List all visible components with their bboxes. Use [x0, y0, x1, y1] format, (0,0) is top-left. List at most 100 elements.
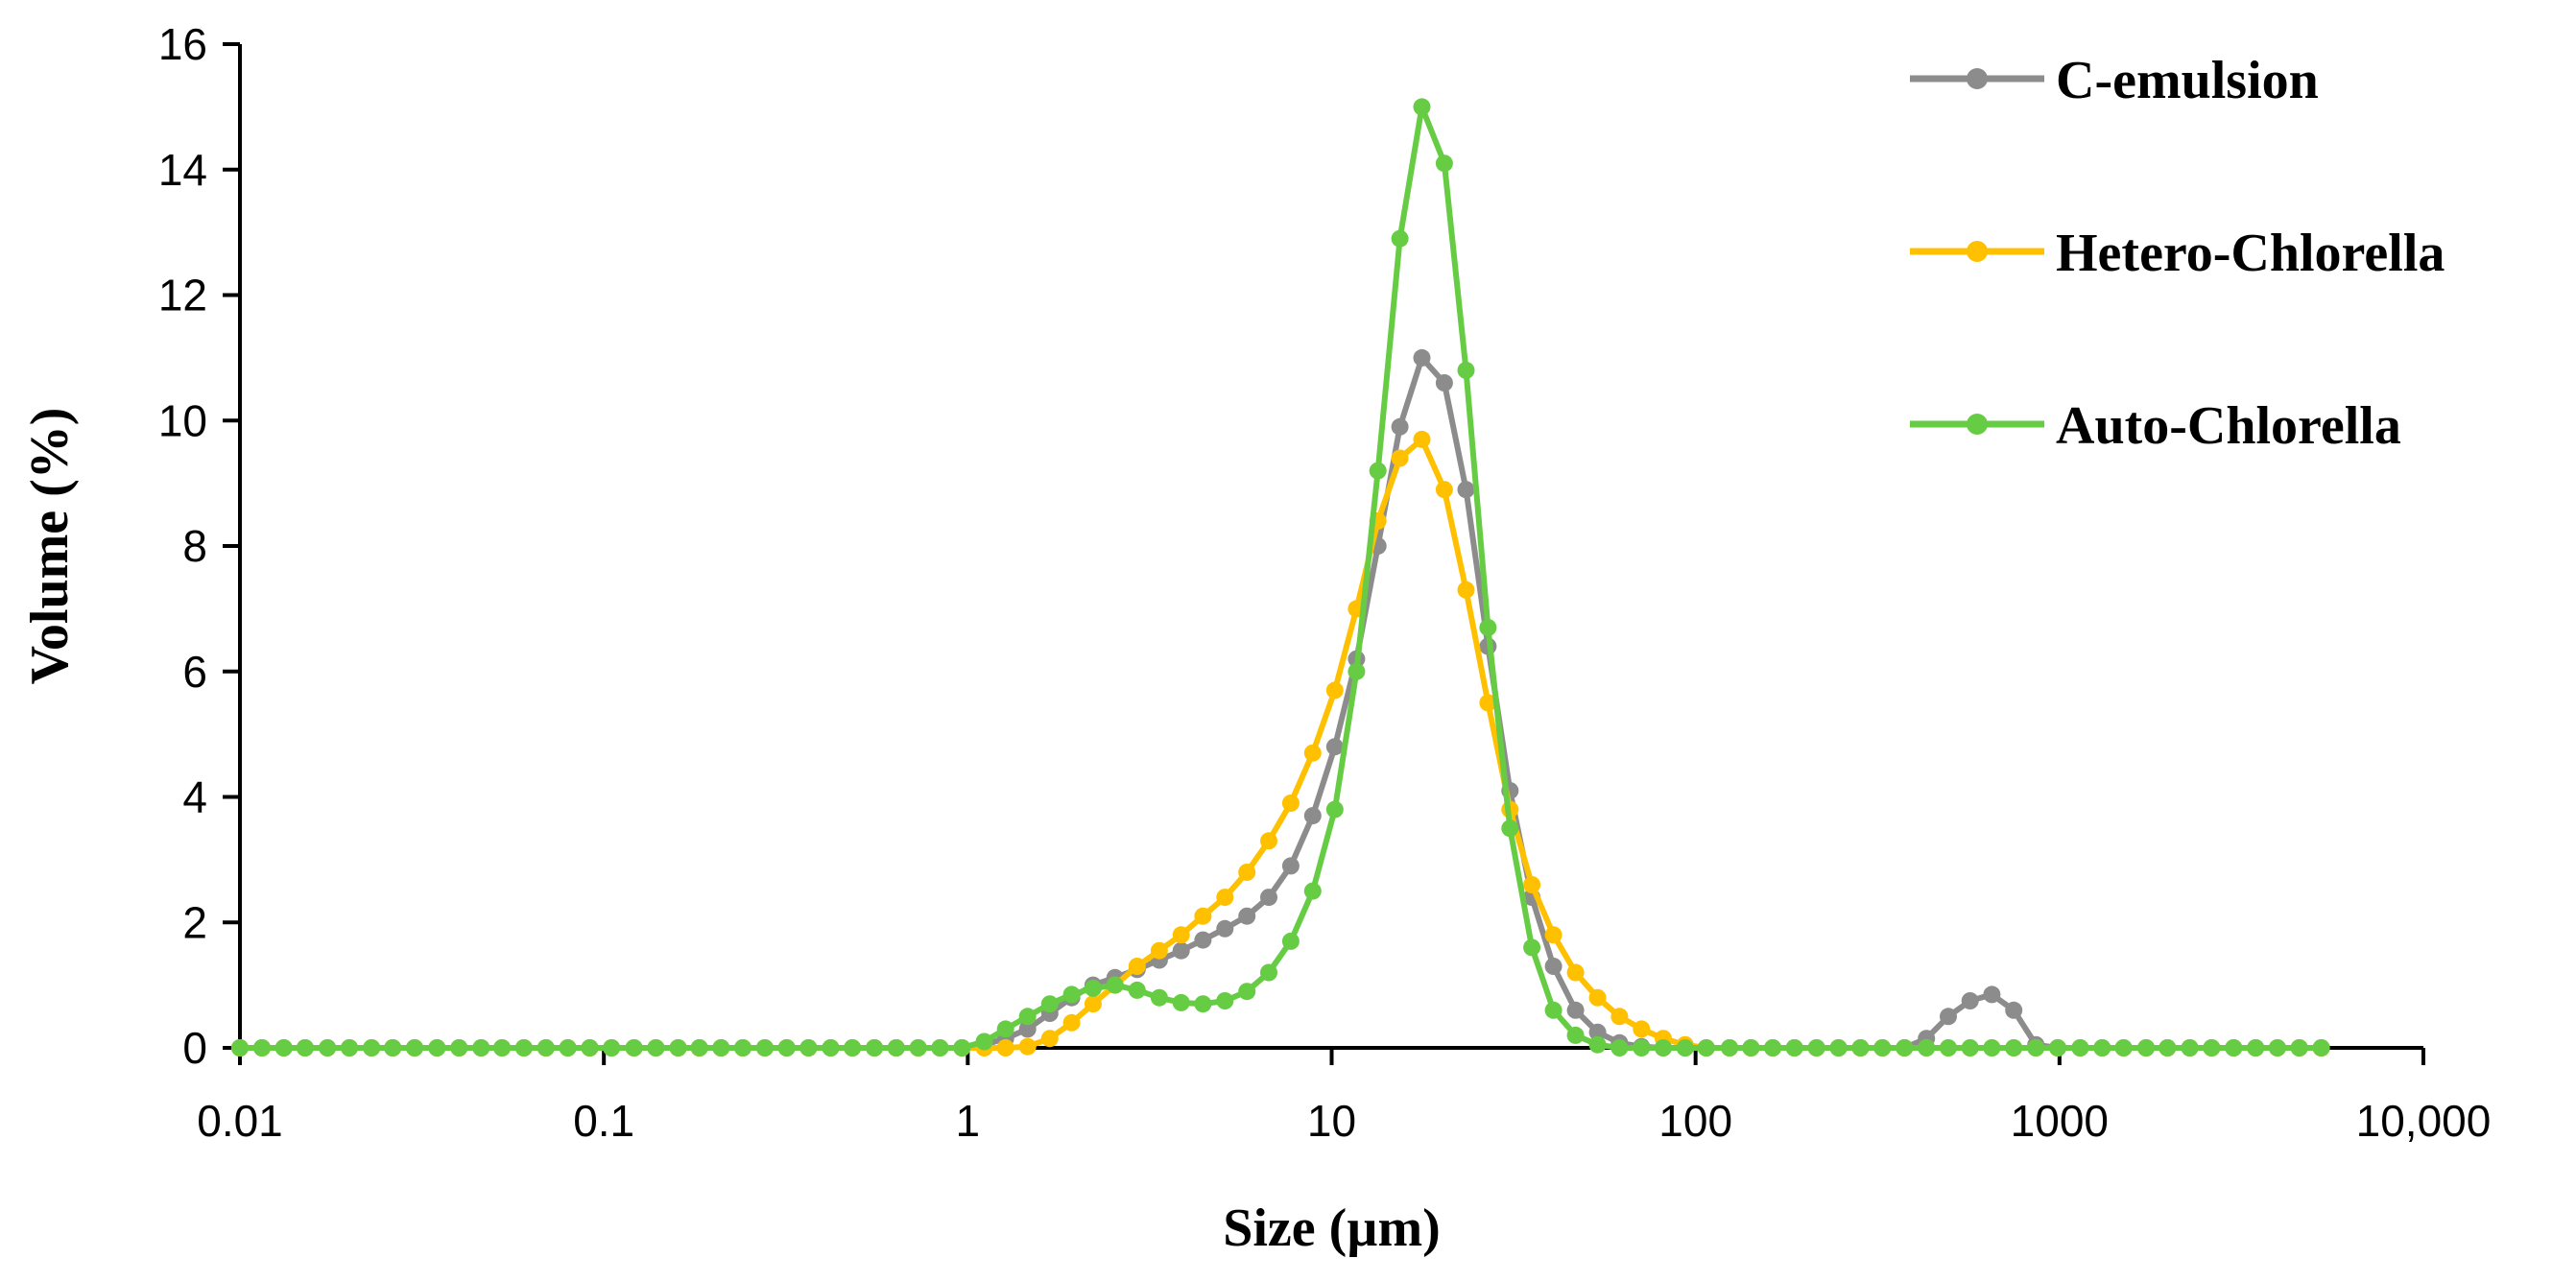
- data-point: [1391, 229, 1409, 248]
- data-point: [1216, 992, 1234, 1009]
- data-point: [2203, 1039, 2221, 1056]
- y-tick-label: 16: [158, 19, 207, 69]
- legend-label: C-emulsion: [2056, 51, 2319, 110]
- data-point: [2049, 1039, 2066, 1056]
- y-tick-label: 8: [182, 521, 207, 571]
- data-point: [1588, 1035, 1607, 1054]
- data-point: [1084, 995, 1102, 1013]
- data-point: [1566, 963, 1585, 982]
- data-point: [1325, 681, 1344, 700]
- data-point: [822, 1039, 840, 1056]
- data-point: [1281, 795, 1300, 812]
- data-point: [1742, 1039, 1760, 1056]
- data-point: [363, 1039, 381, 1056]
- data-point: [931, 1039, 949, 1056]
- data-point: [1961, 992, 1979, 1009]
- data-point: [1260, 832, 1277, 850]
- x-axis-title: Size (µm): [1223, 1199, 1441, 1258]
- data-point: [1018, 1008, 1037, 1026]
- legend: C-emulsion Hetero-Chlorella Auto-Chlorella: [1910, 51, 2445, 456]
- data-point: [1610, 1039, 1629, 1056]
- data-point: [559, 1039, 577, 1056]
- y-tick-label: 0: [182, 1023, 207, 1073]
- data-point: [2005, 1039, 2023, 1056]
- data-point: [1983, 1039, 2001, 1056]
- data-point: [406, 1039, 423, 1056]
- y-axis-title: Volume (%): [20, 408, 80, 685]
- data-point: [1325, 800, 1344, 819]
- data-point: [755, 1039, 774, 1056]
- data-point: [514, 1039, 533, 1056]
- data-point: [1566, 1001, 1585, 1019]
- data-point: [1216, 889, 1234, 907]
- data-point: [1413, 430, 1431, 448]
- data-point: [1501, 819, 1519, 838]
- data-point: [1633, 1039, 1651, 1056]
- data-point: [1128, 981, 1146, 999]
- data-point: [253, 1039, 271, 1056]
- data-point: [2247, 1039, 2265, 1056]
- data-point: [1851, 1039, 1870, 1056]
- data-point: [537, 1039, 555, 1056]
- data-point: [1391, 449, 1409, 467]
- data-point: [1764, 1039, 1782, 1056]
- data-point: [1544, 926, 1562, 944]
- data-point: [1523, 938, 1541, 957]
- x-tick-label: 0.01: [197, 1096, 283, 1146]
- data-point: [472, 1039, 490, 1056]
- data-point: [1588, 988, 1607, 1007]
- data-point: [231, 1039, 249, 1056]
- data-point: [799, 1039, 818, 1056]
- data-point: [450, 1039, 468, 1056]
- legend-label: Hetero-Chlorella: [2056, 224, 2445, 283]
- data-point: [777, 1039, 796, 1056]
- data-point: [975, 1033, 993, 1051]
- data-point: [1238, 907, 1256, 925]
- data-point: [1194, 931, 1212, 949]
- data-point: [1940, 1008, 1957, 1026]
- data-point: [428, 1039, 446, 1056]
- data-point: [647, 1039, 665, 1056]
- data-point: [1435, 154, 1453, 173]
- data-point: [1303, 882, 1322, 900]
- x-tick-label: 100: [1658, 1096, 1732, 1146]
- data-point: [909, 1039, 927, 1056]
- data-point: [1610, 1008, 1629, 1026]
- data-point: [625, 1039, 643, 1056]
- data-point: [1457, 581, 1475, 599]
- data-point: [1435, 374, 1453, 392]
- data-point: [1281, 857, 1300, 875]
- x-tick-label: 1000: [2011, 1096, 2109, 1146]
- data-point: [1018, 1037, 1037, 1056]
- x-tick-label: 10: [1307, 1096, 1356, 1146]
- data-point: [1303, 807, 1322, 825]
- data-point: [2268, 1039, 2286, 1056]
- data-point: [493, 1039, 512, 1056]
- data-point: [2225, 1039, 2243, 1056]
- data-point: [1918, 1039, 1936, 1056]
- data-point: [2181, 1039, 2199, 1056]
- data-point: [1194, 907, 1212, 925]
- data-point: [1062, 985, 1081, 1004]
- y-tick-label: 12: [158, 271, 207, 320]
- data-point: [1260, 889, 1277, 907]
- data-point: [669, 1039, 687, 1056]
- data-point: [1106, 976, 1124, 994]
- data-point: [1018, 1020, 1037, 1038]
- data-point: [2093, 1039, 2111, 1056]
- data-point: [1873, 1039, 1892, 1056]
- data-point: [341, 1039, 359, 1056]
- data-point: [1721, 1039, 1739, 1056]
- data-point: [2290, 1039, 2308, 1056]
- data-point: [1369, 462, 1387, 480]
- data-point: [1566, 1026, 1585, 1044]
- data-point: [1150, 941, 1168, 960]
- y-tick-label: 10: [158, 395, 207, 445]
- data-point: [1479, 694, 1497, 712]
- data-point: [1040, 1030, 1059, 1048]
- data-point: [1633, 1020, 1651, 1038]
- data-point: [866, 1039, 884, 1056]
- data-point: [1479, 619, 1497, 636]
- legend-swatch-marker: [1967, 241, 1988, 262]
- data-point: [581, 1039, 599, 1056]
